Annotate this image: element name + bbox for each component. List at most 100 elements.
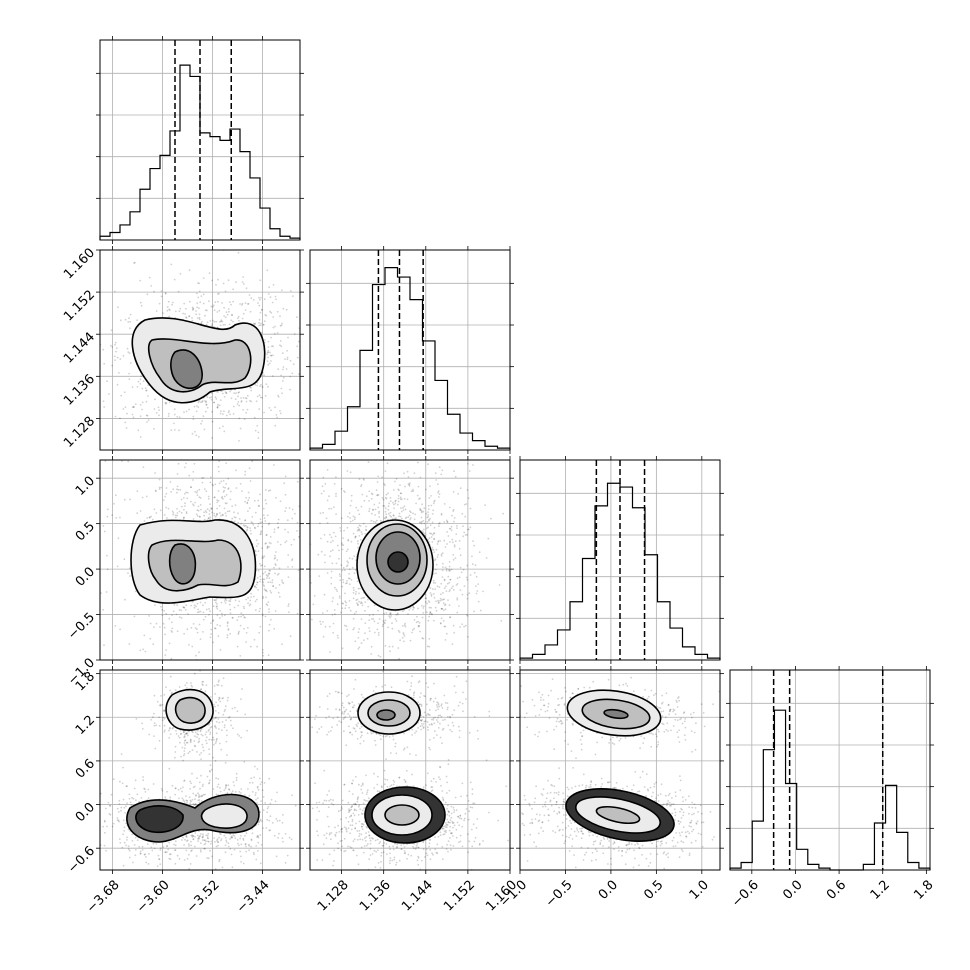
scatter-point xyxy=(205,403,208,406)
scatter-point xyxy=(302,293,304,295)
scatter-point xyxy=(387,505,390,508)
scatter-point xyxy=(294,804,297,807)
scatter-point xyxy=(178,609,181,611)
scatter-point xyxy=(188,644,190,646)
scatter-point xyxy=(178,616,181,619)
scatter-point xyxy=(142,779,145,782)
scatter-point xyxy=(199,610,202,613)
scatter-point xyxy=(419,630,421,633)
scatter-point xyxy=(221,612,223,615)
scatter-point xyxy=(215,732,218,735)
scatter-point xyxy=(249,386,251,389)
scatter-point xyxy=(270,354,272,357)
scatter-point xyxy=(460,571,463,574)
scatter-point xyxy=(261,386,264,389)
scatter-point xyxy=(273,566,275,569)
scatter-point xyxy=(457,493,460,495)
scatter-point xyxy=(377,634,380,636)
scatter-point xyxy=(126,839,128,841)
scatter-point xyxy=(152,842,155,845)
scatter-point xyxy=(124,421,127,424)
scatter-point xyxy=(442,602,445,605)
scatter-point xyxy=(224,602,227,604)
scatter-point xyxy=(212,305,214,308)
scatter-point xyxy=(502,512,504,515)
scatter-point xyxy=(434,582,437,584)
scatter-point xyxy=(373,604,376,607)
scatter-point xyxy=(190,684,193,687)
scatter-point xyxy=(256,581,259,584)
scatter-point xyxy=(248,507,251,509)
scatter-point xyxy=(453,517,456,519)
scatter-point xyxy=(134,779,137,782)
panel-3-3 xyxy=(726,666,934,874)
scatter-point xyxy=(198,282,201,285)
scatter-point xyxy=(242,312,245,315)
scatter-point xyxy=(127,848,130,851)
scatter-point xyxy=(384,496,387,499)
scatter-point xyxy=(336,634,339,637)
scatter-point xyxy=(243,607,246,610)
scatter-point xyxy=(308,529,310,531)
scatter-point xyxy=(433,559,436,562)
scatter-point xyxy=(370,512,373,515)
scatter-point xyxy=(124,318,127,321)
scatter-point xyxy=(188,474,191,477)
scatter-point xyxy=(453,631,456,634)
scatter-point xyxy=(142,466,145,468)
scatter-point xyxy=(266,353,268,355)
scatter-point xyxy=(197,401,200,404)
scatter-point xyxy=(305,633,307,635)
scatter-point xyxy=(419,509,422,512)
scatter-point xyxy=(454,540,457,543)
scatter-point xyxy=(437,599,439,602)
scatter-point xyxy=(418,622,421,624)
scatter-point xyxy=(148,516,151,519)
scatter-point xyxy=(459,626,461,628)
scatter-point xyxy=(220,319,223,321)
scatter-point xyxy=(263,374,265,377)
scatter-point xyxy=(257,437,260,439)
scatter-point xyxy=(162,846,165,848)
scatter-point xyxy=(228,410,231,412)
scatter-point xyxy=(267,349,270,352)
scatter-point xyxy=(240,736,243,739)
scatter-point xyxy=(131,413,134,416)
scatter-point xyxy=(345,625,348,628)
scatter-point xyxy=(218,836,220,839)
scatter-point xyxy=(403,497,406,500)
scatter-point xyxy=(395,499,397,502)
scatter-point xyxy=(231,616,234,619)
scatter-point xyxy=(466,614,468,616)
scatter-point xyxy=(423,522,426,525)
scatter-point xyxy=(433,596,436,599)
scatter-point xyxy=(333,506,335,508)
scatter-point xyxy=(407,516,410,519)
scatter-point xyxy=(144,791,147,793)
scatter-point xyxy=(346,580,348,582)
scatter-point xyxy=(369,678,371,680)
scatter-point xyxy=(150,718,153,721)
scatter-point xyxy=(199,497,202,499)
scatter-point xyxy=(414,513,417,516)
scatter-point xyxy=(111,364,113,367)
scatter-point xyxy=(257,550,260,553)
scatter-point xyxy=(261,308,263,311)
scatter-point xyxy=(343,569,346,572)
scatter-point xyxy=(164,663,166,665)
scatter-point xyxy=(234,398,237,400)
scatter-point xyxy=(205,608,208,611)
scatter-point xyxy=(164,292,167,294)
scatter-point xyxy=(163,694,166,696)
scatter-point xyxy=(490,517,492,520)
scatter-point xyxy=(463,585,466,587)
scatter-point xyxy=(386,455,388,457)
scatter-point xyxy=(466,578,469,581)
scatter-point xyxy=(164,654,167,656)
scatter-point xyxy=(139,510,142,512)
scatter-point xyxy=(256,581,259,584)
scatter-point xyxy=(420,522,423,525)
scatter-point xyxy=(207,840,210,843)
scatter-point xyxy=(245,850,248,853)
scatter-point xyxy=(413,518,416,521)
